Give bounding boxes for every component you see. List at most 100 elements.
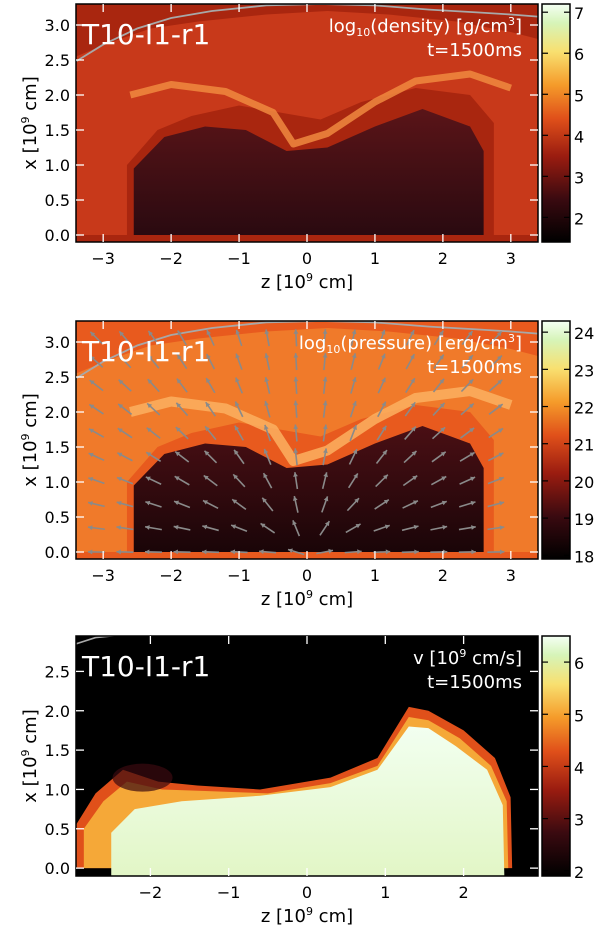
velocity-arrowhead (264, 329, 270, 335)
colorbar (541, 320, 571, 560)
velocity-arrowhead (205, 426, 210, 432)
velocity-arrowhead (323, 496, 329, 502)
velocity-arrowhead (234, 425, 240, 431)
x-tick-label: 1 (370, 566, 380, 585)
velocity-arrowhead (148, 330, 153, 336)
velocity-arrowhead (288, 548, 293, 554)
velocity-arrowhead (352, 449, 358, 455)
y-axis-label: x [109 cm] (19, 393, 41, 487)
velocity-arrowhead (116, 525, 122, 530)
quantity-label: v [109 cm/s] (413, 647, 522, 669)
y-tick-label: 0.5 (45, 820, 70, 839)
velocity-arrowhead (145, 476, 151, 482)
x-tick-label: −2 (159, 249, 183, 268)
velocity-arrowhead (497, 355, 502, 361)
y-tick-label: 0.0 (45, 226, 70, 245)
colorbar-tick-label: 19 (574, 510, 594, 529)
velocity-arrowhead (441, 500, 447, 506)
velocity-arrowhead (467, 331, 473, 336)
velocity-arrowhead (442, 525, 448, 530)
velocity-arrowhead (117, 476, 122, 482)
y-tick-label: 2.0 (45, 403, 70, 422)
panel-label: T10-I1-r1 (81, 18, 210, 51)
velocity-arrowhead (87, 549, 93, 555)
velocity-arrowhead (470, 500, 476, 506)
velocity-arrowhead (498, 452, 504, 458)
velocity-arrowhead (293, 424, 299, 430)
velocity-arrowhead (409, 330, 415, 336)
velocity-arrowhead (381, 353, 386, 359)
x-tick-label: 1 (380, 883, 390, 902)
velocity-arrowhead (88, 476, 94, 482)
velocity-arrowhead (203, 475, 209, 481)
x-tick-label: −1 (227, 566, 251, 585)
inner-cavity (133, 109, 484, 235)
inner-cavity (133, 426, 484, 552)
velocity-arrowhead (293, 376, 299, 382)
velocity-arrowhead (322, 376, 328, 382)
velocity-arrowhead (117, 428, 123, 433)
velocity-arrowhead (116, 549, 121, 555)
velocity-arrowhead (499, 549, 505, 555)
velocity-arrowhead (88, 501, 93, 506)
velocity-arrowhead (439, 378, 445, 384)
y-tick-label: 1.5 (45, 121, 70, 140)
y-tick-label: 1.0 (45, 156, 70, 175)
outer-contour (76, 636, 120, 645)
velocity-arrowhead (438, 330, 444, 336)
velocity-arrowhead (117, 452, 123, 458)
velocity-arrowhead (353, 473, 358, 479)
velocity-arrowhead (469, 427, 475, 433)
velocity-arrowhead (381, 425, 387, 431)
panel-1: −3 −2 −1 0 1 2 3 0.0 0.5 1.0 1.5 2.0 2.5 3.0 z [109 cm… (19, 3, 584, 293)
x-tick-label: 3 (506, 249, 516, 268)
colorbar-tick-label: 5 (574, 706, 584, 725)
colorbar-tick-label: 2 (574, 863, 584, 882)
velocity-arrowhead (322, 400, 328, 406)
velocity-arrowhead (383, 499, 389, 505)
velocity-arrowhead (89, 404, 95, 409)
velocity-arrowhead (233, 474, 239, 480)
velocity-arrowhead (351, 329, 357, 335)
y-tick-label: 2.0 (45, 702, 70, 721)
velocity-arrowhead (471, 525, 476, 530)
x-tick-label: 2 (438, 566, 448, 585)
velocity-arrowhead (174, 476, 180, 481)
velocity-arrowhead (351, 377, 357, 383)
velocity-arrowhead (89, 380, 95, 385)
heatmap-field (76, 636, 538, 876)
y-tick-label: 1.5 (45, 438, 70, 457)
velocity-arrowhead (147, 403, 153, 409)
velocity-arrowhead (202, 549, 207, 555)
velocity-arrowhead (119, 355, 124, 361)
panel-label: T10-I1-r1 (81, 335, 210, 368)
velocity-arrowhead (235, 353, 240, 359)
colorbar-tick-label: 5 (574, 86, 584, 105)
velocity-arrowhead (441, 476, 447, 481)
x-tick-label: −2 (139, 883, 163, 902)
x-tick-label: −3 (91, 566, 115, 585)
y-tick-label: 1.0 (45, 780, 70, 799)
time-label: t=1500ms (427, 357, 522, 378)
velocity-arrowhead (439, 354, 444, 360)
interface-filament (129, 70, 512, 148)
vortex-feature (112, 763, 173, 792)
velocity-arrowhead (262, 497, 267, 503)
y-tick-label: 0.5 (45, 508, 70, 527)
velocity-arrowhead (205, 402, 211, 408)
velocity-arrowhead (499, 501, 505, 506)
velocity-arrowhead (383, 474, 388, 480)
velocity-arrowhead (145, 525, 150, 530)
velocity-arrowhead (352, 425, 357, 431)
panel-label: T10-I1-r1 (81, 650, 210, 683)
y-tick-label: 1.0 (45, 473, 70, 492)
velocity-arrowhead (235, 401, 240, 407)
colorbar-tick-label: 22 (574, 399, 594, 418)
y-axis-label-group: x [109 cm] (19, 709, 41, 803)
central-source (287, 858, 327, 876)
velocity-arrowhead (235, 329, 241, 335)
x-axis-label: z [109 cm] (261, 588, 353, 610)
velocity-arrowhead (260, 523, 266, 528)
velocity-arrowhead (412, 500, 418, 505)
